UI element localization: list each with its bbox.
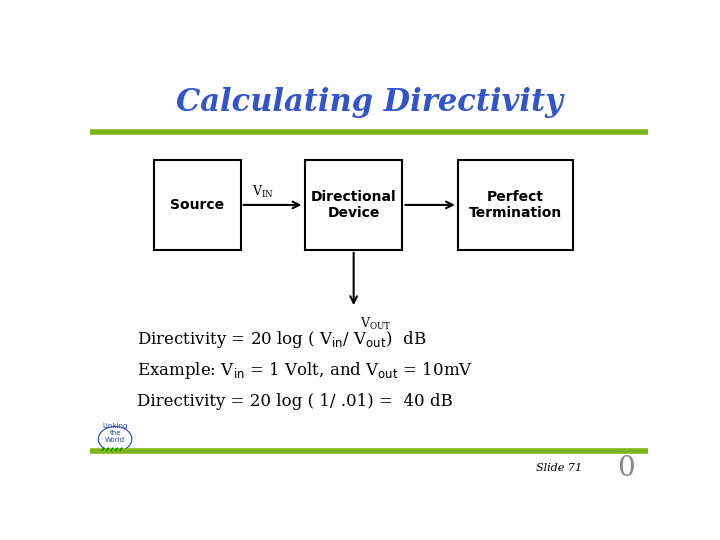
Text: Directivity = 20 log ( 1/ .01) =  40 dB: Directivity = 20 log ( 1/ .01) = 40 dB [138, 393, 453, 410]
Text: Linking
the
World: Linking the World [102, 423, 127, 443]
Text: Source: Source [171, 198, 225, 212]
Text: Perfect
Termination: Perfect Termination [469, 190, 562, 220]
Text: Example: V$_{\mathrm{in}}$ = 1 Volt, and V$_{\mathrm{out}}$ = 10mV: Example: V$_{\mathrm{in}}$ = 1 Volt, and… [138, 360, 474, 381]
Text: Directivity = 20 log ( V$_{\mathrm{in}}$/ V$_{\mathrm{out}}$)  dB: Directivity = 20 log ( V$_{\mathrm{in}}$… [138, 329, 427, 350]
Text: Calculating Directivity: Calculating Directivity [176, 87, 562, 118]
Text: V$_{\mathregular{IN}}$: V$_{\mathregular{IN}}$ [252, 184, 274, 200]
Text: V$_{\mathregular{OUT}}$: V$_{\mathregular{OUT}}$ [360, 316, 392, 333]
Bar [459, 160, 572, 250]
Bar [305, 160, 402, 250]
Text: Slide 71: Slide 71 [536, 463, 582, 473]
Text: Directional
Device: Directional Device [311, 190, 397, 220]
Bar [154, 160, 240, 250]
Text: 0: 0 [617, 455, 634, 482]
